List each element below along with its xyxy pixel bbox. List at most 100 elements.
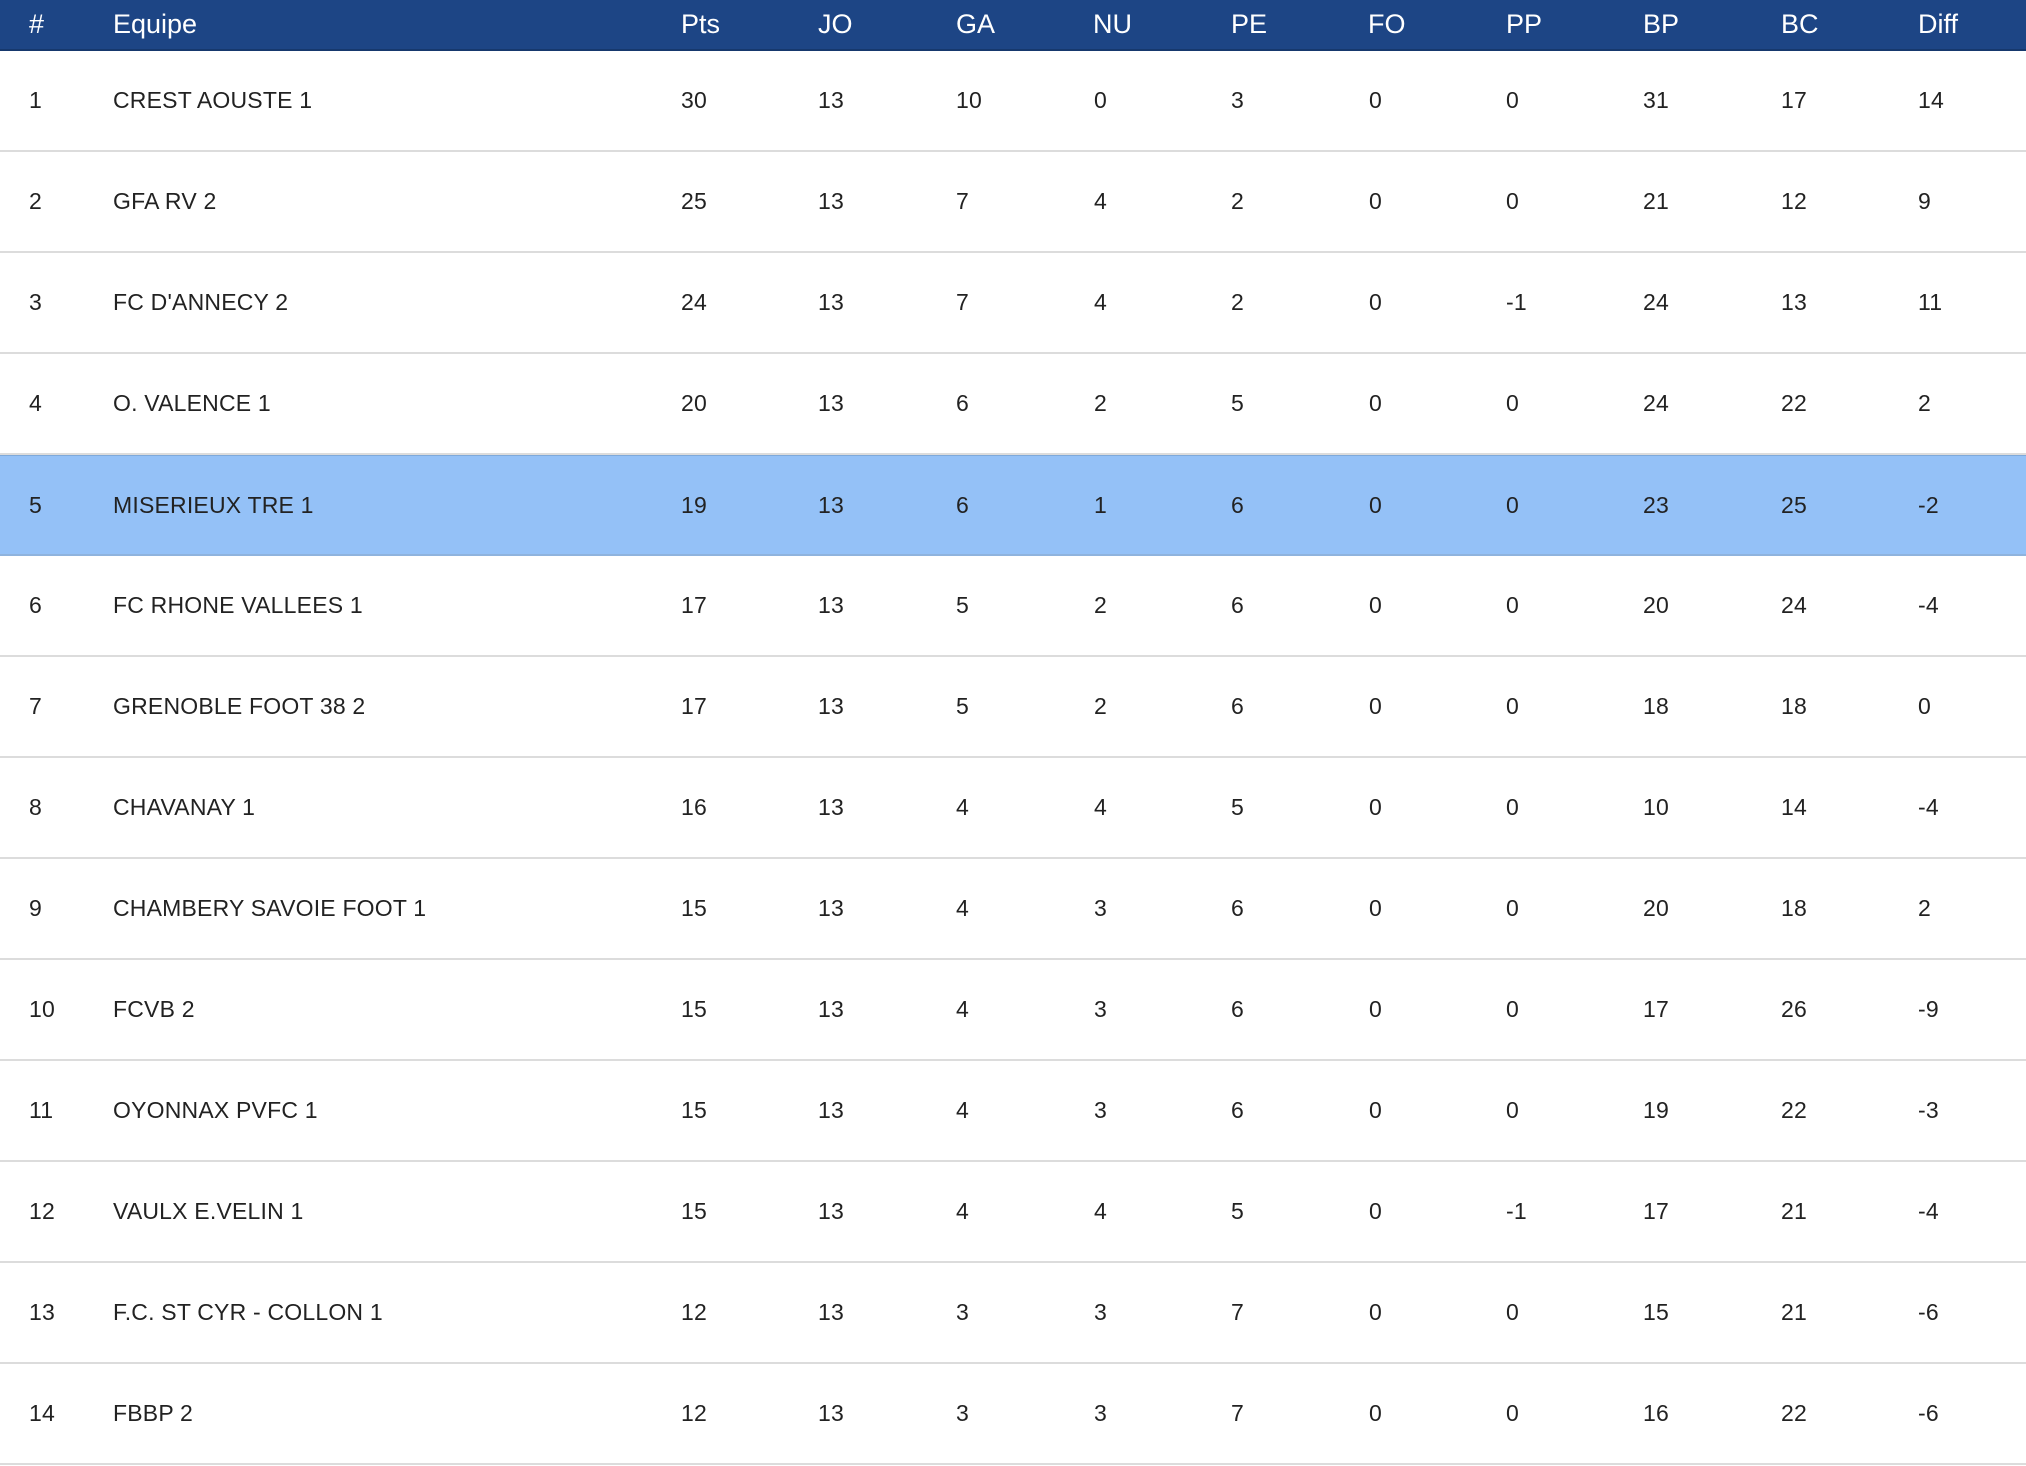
table-row[interactable]: 3 FC D'ANNECY 2 24 13 7 4 2 0 -1 24 13 11: [0, 253, 2026, 354]
header-points[interactable]: Pts: [681, 9, 721, 39]
row-points: 12: [681, 1299, 707, 1325]
row-rank: 7: [29, 693, 42, 719]
row-goals-against: 26: [1781, 996, 1807, 1022]
row-drawn: 1: [1094, 491, 1107, 518]
row-points: 17: [681, 592, 707, 618]
row-team-name[interactable]: O. VALENCE 1: [113, 390, 271, 416]
table-row[interactable]: 6 FC RHONE VALLEES 1 17 13 5 2 6 0 0 20 24 -4: [0, 556, 2026, 657]
row-penalty-points: 0: [1506, 592, 1519, 618]
table-row[interactable]: 11 OYONNAX PVFC 1 15 13 4 3 6 0 0 19 22 -3: [0, 1061, 2026, 1162]
header-team[interactable]: Equipe: [113, 9, 198, 39]
row-won: 6: [956, 491, 969, 518]
row-goals-against: 22: [1781, 1400, 1807, 1426]
row-lost: 6: [1231, 1097, 1244, 1123]
row-goal-difference: 9: [1918, 188, 1931, 214]
row-played: 13: [818, 390, 844, 416]
row-lost: 6: [1231, 592, 1244, 618]
table-row[interactable]: 14 FBBP 2 12 13 3 3 7 0 0 16 22 -6: [0, 1364, 2026, 1465]
table-row[interactable]: 9 CHAMBERY SAVOIE FOOT 1 15 13 4 3 6 0 0 20 18 2: [0, 859, 2026, 960]
row-played: 13: [818, 693, 844, 719]
row-goal-difference: 2: [1918, 895, 1931, 921]
row-drawn: 3: [1094, 1097, 1107, 1123]
row-played: 13: [818, 87, 844, 113]
row-rank: 6: [29, 592, 42, 618]
table-row[interactable]: 1 CREST AOUSTE 1 30 13 10 0 3 0 0 31 17 14: [0, 51, 2026, 152]
row-penalty-points: 0: [1506, 1400, 1519, 1426]
row-goal-difference: -3: [1918, 1097, 1939, 1123]
row-goals-against: 12: [1781, 188, 1807, 214]
row-team-name[interactable]: FC D'ANNECY 2: [113, 289, 289, 315]
table-row[interactable]: 5 MISERIEUX TRE 1 19 13 6 1 6 0 0 23 25 -2: [0, 455, 2026, 556]
row-team-name[interactable]: FCVB 2: [113, 996, 195, 1022]
row-goals-for: 21: [1643, 188, 1669, 214]
row-won: 7: [956, 188, 969, 214]
row-forfeit: 0: [1369, 693, 1382, 719]
header-penalty-points[interactable]: PP: [1506, 9, 1543, 39]
row-forfeit: 0: [1369, 794, 1382, 820]
row-played: 13: [818, 1198, 844, 1224]
header-goals-for[interactable]: BP: [1643, 9, 1680, 39]
row-goals-for: 24: [1643, 390, 1669, 416]
row-goals-for: 10: [1643, 794, 1669, 820]
row-team-name[interactable]: GRENOBLE FOOT 38 2: [113, 693, 366, 719]
row-goals-against: 22: [1781, 1097, 1807, 1123]
row-points: 16: [681, 794, 707, 820]
row-points: 17: [681, 693, 707, 719]
table-row[interactable]: 12 VAULX E.VELIN 1 15 13 4 4 5 0 -1 17 21 -4: [0, 1162, 2026, 1263]
row-lost: 5: [1231, 794, 1244, 820]
row-team-name[interactable]: FBBP 2: [113, 1400, 194, 1426]
row-team-name[interactable]: CHAVANAY 1: [113, 794, 256, 820]
header-goal-difference[interactable]: Diff: [1918, 9, 1959, 39]
row-lost: 6: [1231, 693, 1244, 719]
row-lost: 7: [1231, 1400, 1244, 1426]
row-rank: 12: [29, 1198, 55, 1224]
row-rank: 2: [29, 188, 42, 214]
row-points: 24: [681, 289, 707, 315]
table-row[interactable]: 2 GFA RV 2 25 13 7 4 2 0 0 21 12 9: [0, 152, 2026, 253]
row-drawn: 3: [1094, 1400, 1107, 1426]
row-lost: 5: [1231, 390, 1244, 416]
row-team-name[interactable]: F.C. ST CYR - COLLON 1: [113, 1299, 383, 1325]
row-team-name[interactable]: OYONNAX PVFC 1: [113, 1097, 318, 1123]
row-drawn: 4: [1094, 794, 1107, 820]
row-goal-difference: -4: [1918, 592, 1939, 618]
row-forfeit: 0: [1369, 390, 1382, 416]
row-team-name[interactable]: VAULX E.VELIN 1: [113, 1198, 304, 1224]
header-lost[interactable]: PE: [1231, 9, 1268, 39]
header-played[interactable]: JO: [818, 9, 853, 39]
row-team-name[interactable]: FC RHONE VALLEES 1: [113, 592, 363, 618]
table-row[interactable]: 7 GRENOBLE FOOT 38 2 17 13 5 2 6 0 0 18 18 0: [0, 657, 2026, 758]
row-goals-for: 17: [1643, 996, 1669, 1022]
header-forfeit[interactable]: FO: [1368, 9, 1406, 39]
row-team-name[interactable]: CREST AOUSTE 1: [113, 87, 313, 113]
row-lost: 6: [1231, 895, 1244, 921]
row-won: 4: [956, 1097, 969, 1123]
row-played: 13: [818, 188, 844, 214]
row-played: 13: [818, 289, 844, 315]
table-body: 1 CREST AOUSTE 1 30 13 10 0 3 0 0 31 17 14 2 GFA RV 2…: [0, 51, 2026, 1465]
row-won: 4: [956, 895, 969, 921]
table-row[interactable]: 13 F.C. ST CYR - COLLON 1 12 13 3 3 7 0 0 15 21 -6: [0, 1263, 2026, 1364]
row-team-name[interactable]: CHAMBERY SAVOIE FOOT 1: [113, 895, 427, 921]
row-goals-against: 25: [1781, 491, 1807, 518]
header-rank[interactable]: #: [29, 9, 45, 39]
row-penalty-points: 0: [1506, 491, 1519, 518]
row-won: 3: [956, 1299, 969, 1325]
row-points: 12: [681, 1400, 707, 1426]
row-penalty-points: 0: [1506, 390, 1519, 416]
row-drawn: 2: [1094, 592, 1107, 618]
row-penalty-points: 0: [1506, 1097, 1519, 1123]
table-row[interactable]: 10 FCVB 2 15 13 4 3 6 0 0 17 26 -9: [0, 960, 2026, 1061]
row-forfeit: 0: [1369, 188, 1382, 214]
header-goals-against[interactable]: BC: [1781, 9, 1819, 39]
row-penalty-points: 0: [1506, 188, 1519, 214]
row-penalty-points: 0: [1506, 895, 1519, 921]
row-team-name[interactable]: MISERIEUX TRE 1: [113, 491, 314, 518]
header-drawn[interactable]: NU: [1093, 9, 1132, 39]
table-row[interactable]: 8 CHAVANAY 1 16 13 4 4 5 0 0 10 14 -4: [0, 758, 2026, 859]
row-played: 13: [818, 1400, 844, 1426]
header-won[interactable]: GA: [956, 9, 996, 39]
row-team-name[interactable]: GFA RV 2: [113, 188, 217, 214]
table-row[interactable]: 4 O. VALENCE 1 20 13 6 2 5 0 0 24 22 2: [0, 354, 2026, 455]
row-played: 13: [818, 1097, 844, 1123]
